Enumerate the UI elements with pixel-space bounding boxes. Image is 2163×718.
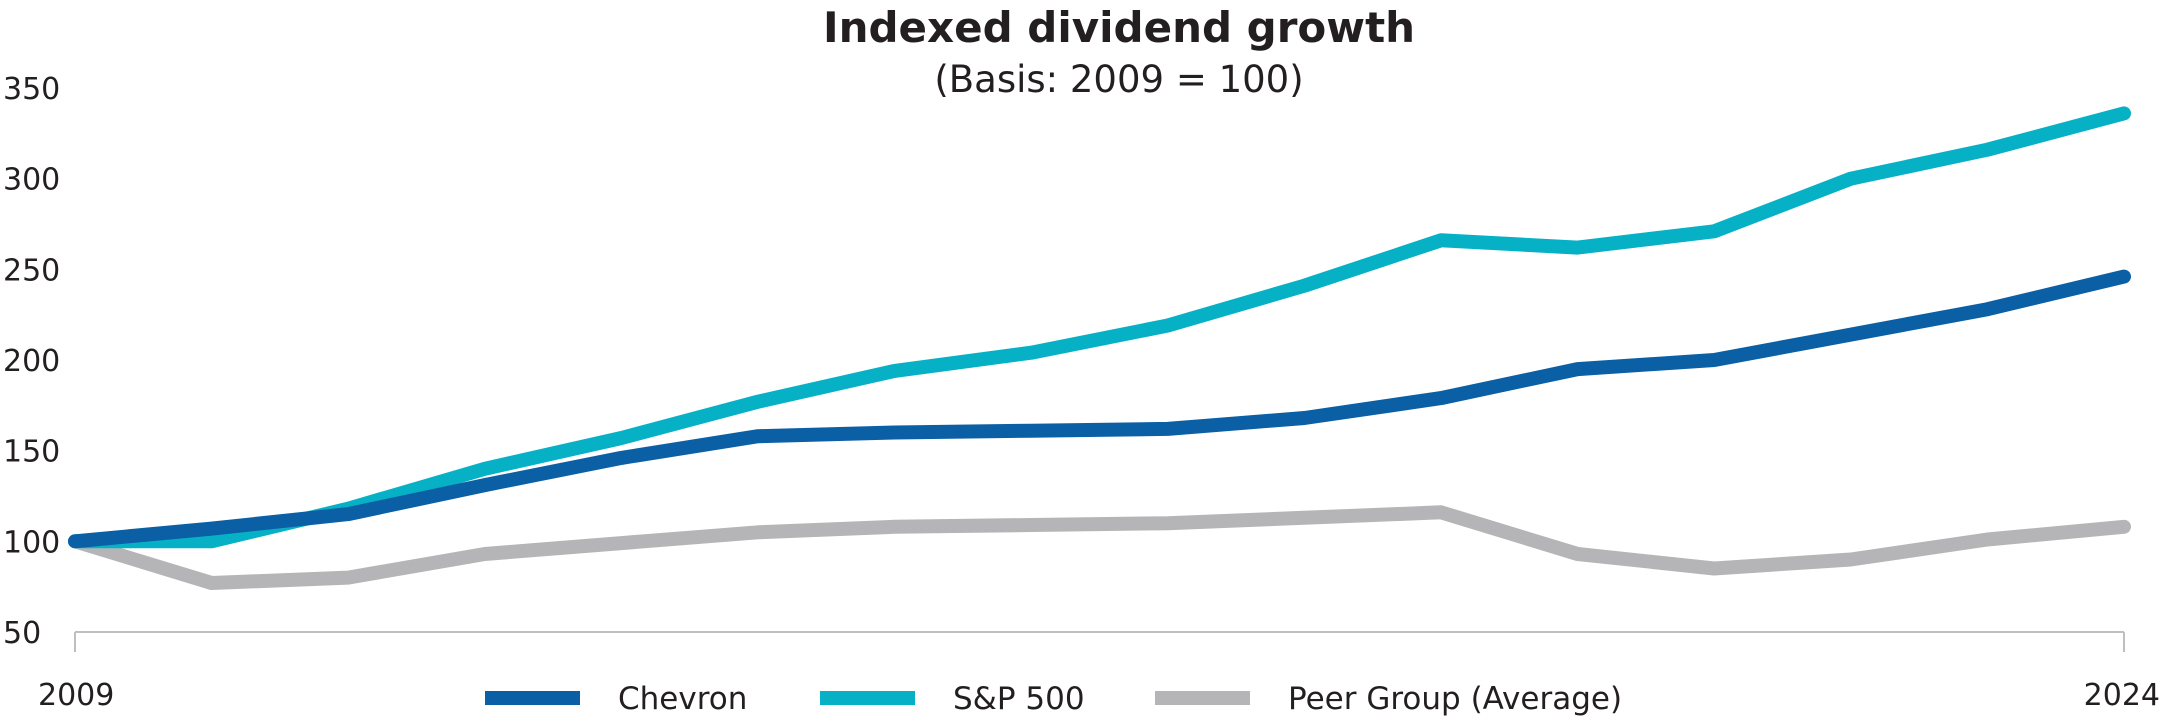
series-layer [68, 106, 2131, 590]
y-tick-label: 150 [3, 435, 60, 470]
y-tick-label: 300 [3, 163, 60, 198]
x-tick-label-end: 2024 [2084, 678, 2160, 713]
y-tick-label: 250 [3, 253, 60, 288]
y-tick-label: 200 [3, 344, 60, 379]
legend-label-s-p-500: S&P 500 [953, 681, 1085, 717]
y-tick-label: 50 [3, 616, 41, 651]
y-tick-label: 350 [3, 72, 60, 107]
legend: Chevron S&P 500 Peer Group (Average) [485, 681, 1622, 717]
legend-label-peer-group-average: Peer Group (Average) [1288, 681, 1622, 717]
chart-title: Indexed dividend growth [823, 3, 1415, 52]
y-axis-ticks: 50 100 150 200 250 300 350 [3, 72, 60, 651]
x-tick-label-start: 2009 [38, 678, 114, 713]
y-tick-label: 100 [3, 525, 60, 560]
series-line-peer-group-average [68, 505, 2131, 590]
series-line-s-p-500 [68, 106, 2131, 549]
series-line-chevron [68, 269, 2131, 549]
legend-label-chevron: Chevron [618, 681, 747, 717]
chart-subtitle: (Basis: 2009 = 100) [934, 58, 1303, 101]
